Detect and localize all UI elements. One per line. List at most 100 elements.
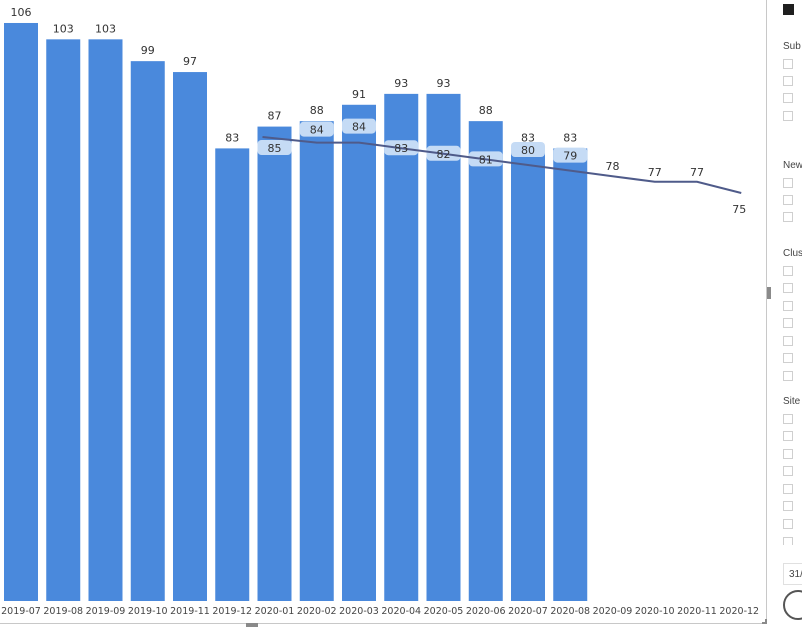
bar[interactable] [299, 121, 334, 602]
visual-frame-right-border [766, 0, 767, 623]
bar-value-label: 83 [225, 131, 239, 144]
slider-knob[interactable] [783, 590, 802, 620]
bar[interactable] [4, 22, 38, 602]
forecast-label-background [342, 118, 376, 134]
bar[interactable] [426, 93, 461, 601]
x-axis-tick-label: 2019-07 [1, 606, 41, 617]
combo-chart: 106 103 103 99 97 83 87 88 91 93 93 88 83 83 85 84 84 83 8… [1, 6, 759, 617]
filter-checkbox[interactable] [783, 501, 793, 511]
bar[interactable] [173, 72, 207, 601]
filter-section-title: Clus [783, 248, 802, 259]
filter-section-title: Site [783, 396, 801, 407]
x-axis-tick-label: 2019-09 [86, 606, 126, 617]
bar[interactable] [342, 104, 376, 601]
x-axis-tick-label: 2020-09 [593, 606, 633, 617]
filter-checkbox[interactable] [783, 371, 793, 381]
bar-value-label: 99 [141, 44, 155, 57]
x-axis-tick-label: 2019-11 [170, 606, 210, 617]
resize-handle-right[interactable] [767, 287, 771, 299]
forecast-label-background [511, 142, 545, 157]
filter-checkbox[interactable] [783, 353, 793, 363]
forecast-value-label: 78 [606, 160, 620, 173]
x-axis-tick-label: 2020-07 [508, 606, 548, 617]
forecast-label-background [257, 140, 292, 155]
filter-checkbox[interactable] [783, 178, 793, 188]
bar-value-label: 91 [352, 88, 366, 101]
filter-checkbox[interactable] [783, 76, 793, 86]
bar-value-label: 88 [310, 104, 324, 117]
x-axis-tick-label: 2020-03 [339, 606, 379, 617]
filter-checkbox[interactable] [783, 93, 793, 103]
bar-value-label: 97 [183, 55, 197, 68]
forecast-value-label: 81 [479, 153, 493, 166]
filter-checkbox[interactable] [783, 212, 793, 222]
resize-handle-bottom[interactable] [246, 623, 258, 627]
x-axis-tick-label: 2020-04 [381, 606, 421, 617]
bar-value-label: 103 [53, 22, 74, 35]
filter-checkbox[interactable] [783, 414, 793, 424]
filter-checkbox[interactable] [783, 283, 793, 293]
filter-checkbox[interactable] [783, 519, 793, 529]
forecast-value-label: 82 [437, 148, 451, 161]
filter-checkbox[interactable] [783, 266, 793, 276]
forecast-value-label: 77 [690, 166, 704, 179]
x-axis-tick-label: 2020-05 [424, 606, 464, 617]
x-axis-tick-label: 2020-10 [635, 606, 675, 617]
x-axis-tick-label: 2020-01 [255, 606, 295, 617]
filter-checkbox[interactable] [783, 449, 793, 459]
forecast-label-background [299, 121, 334, 137]
bar[interactable] [130, 61, 165, 601]
x-axis-tick-label: 2020-11 [677, 606, 717, 617]
bar-value-label: 83 [521, 131, 535, 144]
legend-swatch-icon [783, 4, 794, 15]
x-axis-tick-label: 2020-12 [719, 606, 759, 617]
forecast-line[interactable] [262, 136, 742, 194]
filter-checkbox[interactable] [783, 195, 793, 205]
bar[interactable] [553, 148, 588, 601]
filter-checkbox[interactable] [783, 301, 793, 311]
filter-checkbox[interactable] [783, 431, 793, 441]
filter-section-title: Sub [783, 41, 801, 52]
bar-value-label: 88 [479, 104, 493, 117]
filter-section-title: New [783, 160, 802, 171]
bar-value-label: 103 [95, 22, 116, 35]
x-axis-tick-label: 2019-10 [128, 606, 168, 617]
bar-value-label: 87 [268, 110, 282, 123]
bar[interactable] [511, 148, 545, 601]
filter-checkbox[interactable] [783, 59, 793, 69]
filter-checkbox[interactable] [783, 484, 793, 494]
date-input[interactable]: 31/ [783, 563, 802, 585]
resize-corner-handle[interactable] [762, 619, 767, 624]
bar[interactable] [468, 121, 503, 602]
filter-checkbox[interactable] [783, 318, 793, 328]
x-axis-tick-label: 2019-08 [43, 606, 83, 617]
forecast-value-label: 84 [352, 121, 366, 134]
bar[interactable] [257, 126, 292, 602]
filter-checkbox[interactable] [783, 466, 793, 476]
forecast-value-label: 84 [310, 124, 324, 137]
forecast-value-label: 83 [394, 142, 408, 155]
forecast-value-label: 77 [648, 166, 662, 179]
filter-side-panel: Sub New Clus Site 31/ [772, 0, 802, 627]
x-axis-tick-label: 2019-12 [212, 606, 252, 617]
bar[interactable] [215, 148, 250, 601]
filter-checkbox[interactable] [783, 111, 793, 121]
bar-value-label: 93 [437, 77, 451, 90]
forecast-value-label: 75 [732, 203, 746, 216]
filter-checkbox[interactable] [783, 336, 793, 346]
bar[interactable] [46, 39, 81, 601]
bar[interactable] [384, 93, 419, 601]
forecast-value-label: 85 [268, 142, 282, 155]
x-axis-tick-label: 2020-08 [550, 606, 590, 617]
visual-frame-bottom-border [0, 623, 765, 624]
forecast-value-label: 80 [521, 144, 535, 157]
forecast-label-background [553, 147, 588, 163]
bar[interactable] [88, 39, 123, 601]
x-axis-tick-label: 2020-02 [297, 606, 337, 617]
filter-checkbox[interactable] [783, 537, 793, 545]
bar-value-label: 83 [563, 131, 577, 144]
x-axis-tick-label: 2020-06 [466, 606, 506, 617]
forecast-value-label: 79 [563, 150, 577, 163]
bar-value-label: 93 [394, 77, 408, 90]
